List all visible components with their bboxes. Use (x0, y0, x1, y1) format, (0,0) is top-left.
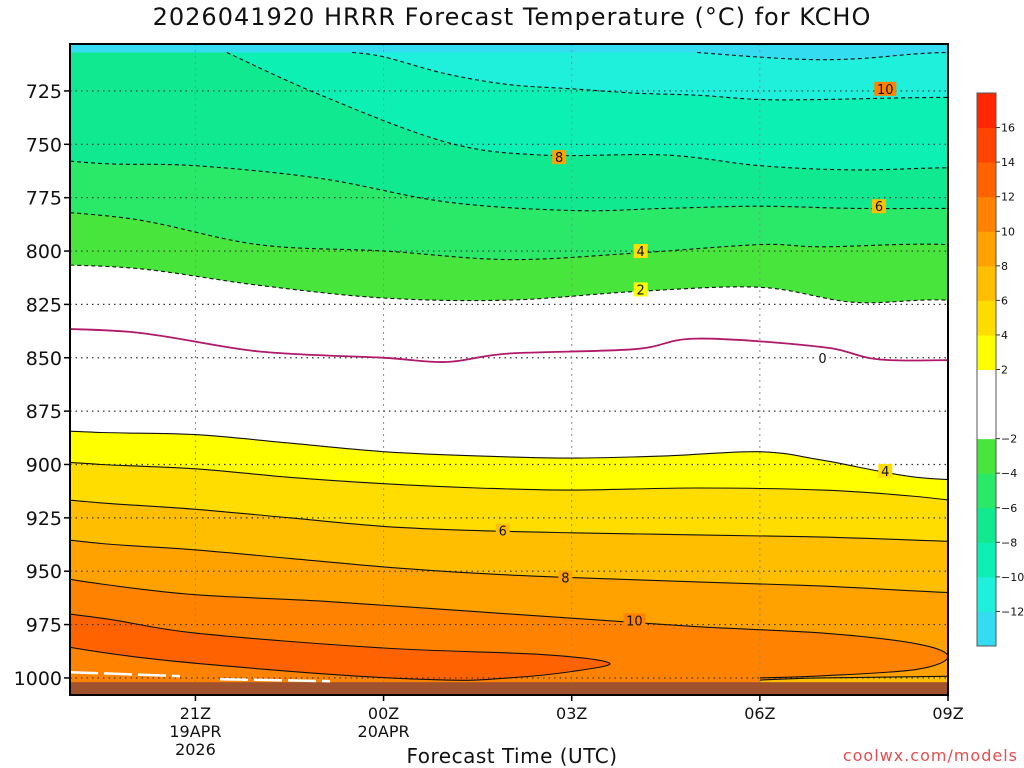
contour-label-bg (872, 199, 887, 214)
colorbar-tick-label: 6 (1001, 294, 1008, 307)
contour-label-bg (878, 463, 893, 478)
contour-line-12 (70, 613, 611, 681)
colorbar-tick-label: −10 (1001, 571, 1024, 584)
colorbar-tick-label: 4 (1001, 329, 1008, 342)
contour-label-bg (633, 282, 648, 297)
colorbar-segment (977, 369, 996, 405)
contour-line-8 (70, 539, 948, 594)
y-tick-label-950: 950 (26, 561, 62, 583)
y-tick-label-725: 725 (26, 81, 62, 103)
contour-label-bg (495, 523, 510, 538)
colorbar-tick-label: −6 (1001, 502, 1017, 515)
contour-label: 10 (626, 614, 643, 629)
colorbar: −12 −10 −8 −6 −4 −2 2 4 6 8 10 12 14 16 (976, 92, 1024, 647)
colorbar-segment (977, 473, 996, 509)
contour-label: 4 (637, 245, 645, 260)
contour-line--4 (70, 212, 948, 261)
contour-label-bg (558, 570, 573, 585)
colorbar-tick-label: 14 (1001, 156, 1015, 169)
chart-title: 2026041920 HRRR Forecast Temperature (°C… (152, 3, 872, 31)
x-tick-label: 09Z (932, 704, 963, 723)
colorbar-segment (977, 576, 996, 612)
contour-label: 6 (875, 200, 883, 215)
contour-label: 8 (561, 572, 569, 587)
x-tick-label: 2026 (175, 740, 216, 759)
colorbar-segment (977, 196, 996, 232)
colorbar-tick-label: −12 (1001, 605, 1024, 618)
colorbar-segment (977, 334, 996, 370)
band-fill-lower-8 (759, 676, 948, 695)
x-tick-label: 00Z (368, 704, 399, 723)
colorbar-segment (977, 162, 996, 198)
y-tick-label-800: 800 (26, 241, 62, 263)
source-credit[interactable]: coolwx.com/models (842, 746, 1018, 765)
y-tick-label-825: 825 (26, 294, 62, 316)
contour-label-bg (552, 150, 567, 165)
contour-line--8 (226, 52, 948, 171)
x-tick-label: 19APR (169, 722, 221, 741)
colorbar-segment (977, 265, 996, 301)
contour-line--6 (70, 160, 948, 212)
colorbar-tick-label: 10 (1001, 225, 1015, 238)
contour-line-0 (70, 328, 948, 363)
surface-trace (70, 670, 331, 683)
y-tick-label-875: 875 (26, 401, 62, 423)
colorbar-tick-label: −2 (1001, 433, 1017, 446)
contour-line-6 (70, 499, 948, 542)
contour-line-12 (977, 665, 1024, 680)
contour-label: 8 (555, 151, 563, 166)
contour-label: 4 (881, 465, 889, 480)
plot-area: 108644200468108 (70, 44, 1024, 695)
y-tick-label-775: 775 (26, 188, 62, 210)
colorbar-tick-label: −8 (1001, 536, 1017, 549)
colorbar-segment (977, 507, 996, 543)
contour-line--10 (352, 51, 948, 101)
contour-label: 0 (818, 352, 826, 367)
colorbar-segment (977, 542, 996, 578)
y-tick-label-925: 925 (26, 508, 62, 530)
contour-label-bg (815, 350, 830, 365)
y-tick-label-1000: 1000 (14, 668, 62, 690)
colorbar-segment (977, 127, 996, 163)
colorbar-segment (977, 93, 996, 129)
contour-line--2 (70, 264, 948, 304)
contour-line-8 (759, 675, 948, 681)
colorbar-tick-label: 12 (1001, 191, 1015, 204)
contour-line-2 (70, 430, 948, 481)
contour-label: 2 (637, 283, 645, 298)
colorbar-segment (977, 300, 996, 336)
colorbar-tick-label: 2 (1001, 364, 1008, 377)
y-tick-label-850: 850 (26, 348, 62, 370)
contour-line-4 (70, 461, 948, 501)
colorbar-tick-label: −4 (1001, 467, 1017, 480)
y-tick-label-975: 975 (26, 615, 62, 637)
ground-region (70, 682, 948, 695)
contour-label-bg (874, 81, 897, 96)
contour-label-bg (623, 613, 646, 628)
colorbar-segment (977, 231, 996, 267)
x-axis-title: Forecast Time (UTC) (406, 744, 618, 768)
contour-label: 6 (499, 525, 507, 540)
x-tick-label: 21Z (180, 704, 211, 723)
colorbar-tick-label: 8 (1001, 260, 1008, 273)
contour-label: 10 (877, 83, 894, 98)
band-fill-closed-12 (977, 665, 1024, 680)
x-tick-label: 06Z (744, 704, 775, 723)
y-tick-label-750: 750 (26, 134, 62, 156)
colorbar-segment (977, 404, 996, 440)
colorbar-segment (977, 611, 996, 647)
colorbar-segment (977, 438, 996, 474)
contour-label-bg (633, 244, 648, 259)
x-tick-label: 20APR (358, 722, 410, 741)
plot-frame (69, 43, 949, 696)
y-tick-label-900: 900 (26, 454, 62, 476)
colorbar-tick-label: 16 (1001, 122, 1015, 135)
x-tick-label: 03Z (556, 704, 587, 723)
